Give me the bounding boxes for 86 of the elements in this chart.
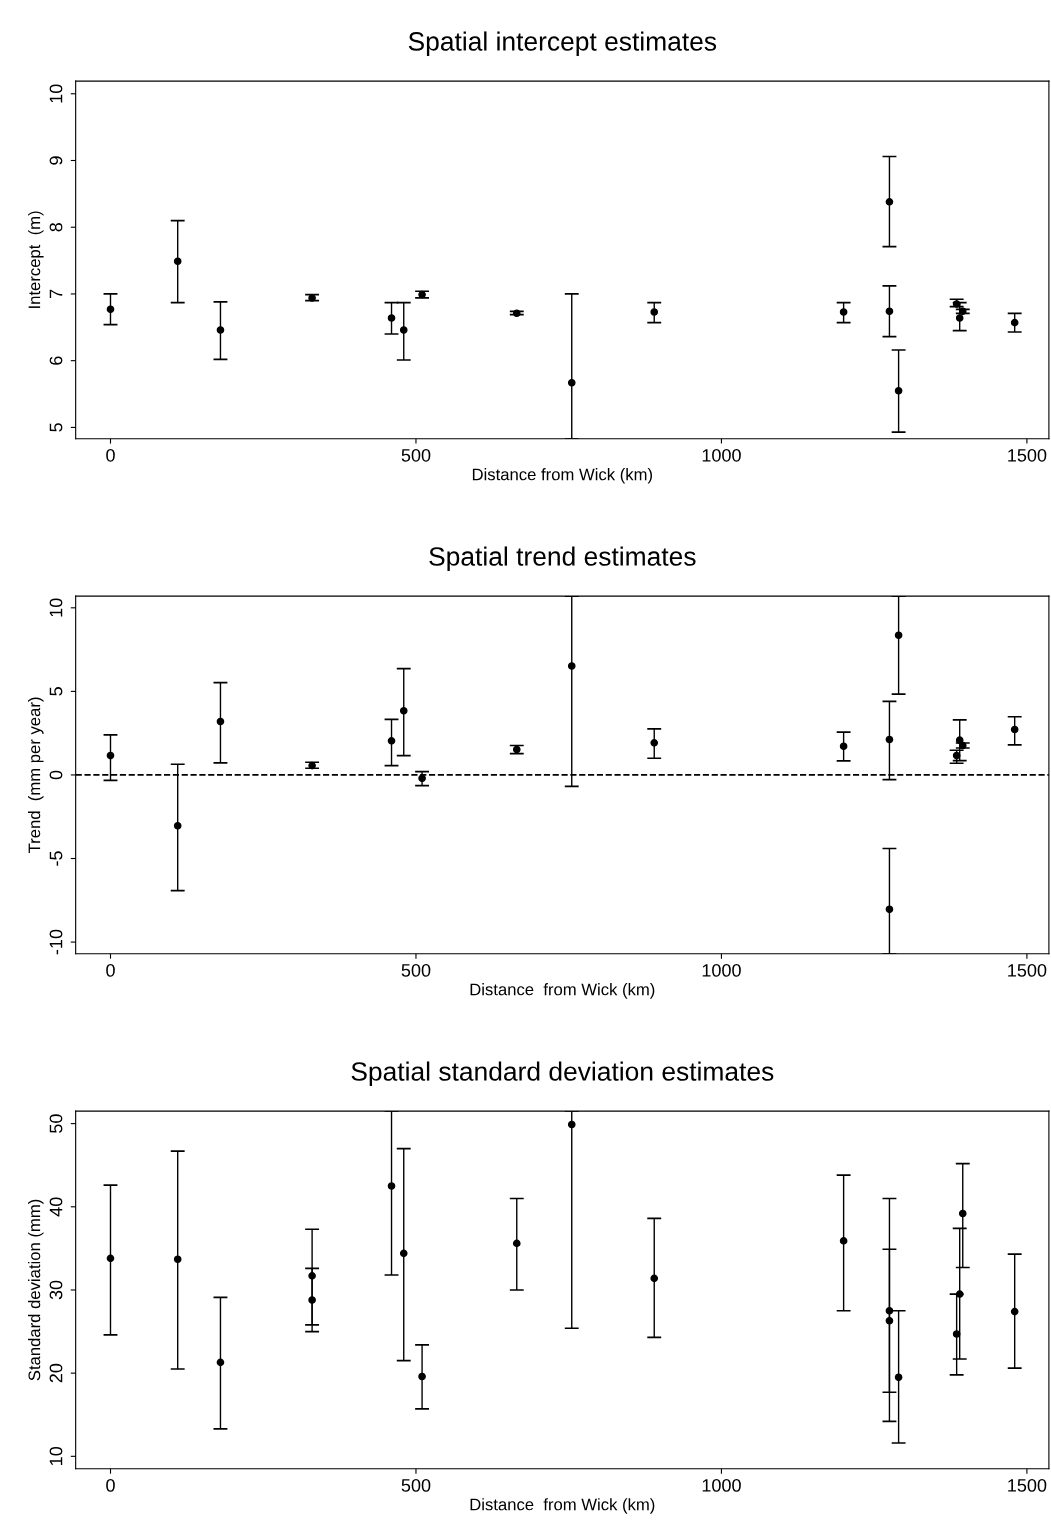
y-tick-label: 0 [49, 770, 63, 780]
y-tick-label: 5 [49, 687, 63, 696]
chart-title: Spatial standard deviation estimates [351, 1061, 774, 1087]
x-tick-label: 1500 [1008, 963, 1047, 977]
point [387, 737, 396, 745]
point [308, 1272, 316, 1280]
y-tick-label: 40 [49, 1197, 63, 1217]
point [839, 1237, 848, 1245]
point [216, 1358, 225, 1367]
chart-title: Spatial trend estimates [429, 546, 696, 572]
point [308, 1296, 316, 1304]
x-axis-title: Distance from Wick (km) [470, 1498, 655, 1514]
x-tick-label: 1000 [702, 448, 741, 462]
point [216, 326, 225, 334]
point [399, 706, 408, 715]
point [512, 1239, 521, 1248]
x-tick-label: 0 [106, 448, 115, 462]
x-tick-label: 1500 [1008, 1479, 1047, 1492]
chart-title: Spatial intercept estimates [408, 31, 717, 57]
x-axis-title: Distance from Wick (km) [470, 983, 655, 999]
y-tick-label: 9 [49, 156, 63, 165]
y-tick-label: 7 [49, 289, 63, 299]
point [650, 1274, 659, 1283]
x-tick-label: 1000 [702, 963, 741, 977]
x-tick-label: 500 [401, 1479, 431, 1492]
point [885, 307, 894, 316]
point [952, 1330, 961, 1338]
y-axis-title: Intercept (m) [28, 211, 44, 308]
y-tick-label: 20 [49, 1363, 63, 1383]
x-tick-label: 500 [401, 963, 431, 977]
point [885, 735, 894, 744]
y-tick-label: -10 [49, 929, 63, 955]
y-tick-label: 5 [49, 423, 63, 432]
point [839, 308, 848, 316]
point [894, 386, 903, 395]
y-tick-label: 10 [49, 84, 63, 103]
point [387, 1182, 396, 1190]
point [955, 314, 964, 322]
point [885, 1316, 894, 1325]
y-tick-label: 30 [49, 1280, 63, 1300]
point [885, 198, 894, 206]
point [894, 1373, 903, 1382]
point [1010, 318, 1019, 327]
point [885, 905, 894, 914]
y-tick-label: 10 [49, 1446, 63, 1465]
point [1010, 1307, 1019, 1316]
point [399, 1249, 408, 1258]
y-tick-label: 50 [49, 1114, 63, 1133]
point [512, 745, 521, 754]
y-tick-label: 8 [49, 222, 63, 232]
y-axis-title: Trend (mm per year) [28, 697, 44, 853]
point [387, 314, 396, 322]
x-tick-label: 1000 [702, 1479, 741, 1492]
point [106, 1254, 115, 1263]
point [958, 1209, 967, 1218]
point [173, 257, 182, 266]
point [955, 1290, 964, 1298]
point [955, 736, 964, 745]
x-tick-label: 0 [106, 963, 115, 977]
point [1010, 725, 1019, 734]
point [512, 309, 521, 318]
point [399, 326, 408, 334]
x-axis-title: Distance from Wick (km) [472, 468, 652, 484]
point [418, 1372, 426, 1381]
y-tick-label: -5 [49, 851, 63, 866]
point [173, 821, 182, 830]
y-tick-label: 6 [49, 356, 63, 365]
y-axis-title: Standard deviation (mm) [28, 1199, 44, 1381]
point [952, 751, 961, 760]
point [173, 1255, 182, 1264]
y-tick-label: 10 [49, 598, 63, 617]
x-tick-label: 0 [106, 1479, 115, 1492]
x-tick-label: 500 [401, 448, 431, 462]
point [885, 1306, 894, 1315]
point [106, 305, 115, 314]
point [418, 774, 426, 783]
point [650, 739, 659, 747]
point [216, 717, 225, 726]
point [894, 631, 903, 640]
point [839, 742, 848, 751]
point [567, 662, 576, 670]
x-tick-label: 1500 [1008, 448, 1047, 462]
point [567, 1120, 576, 1129]
point [106, 751, 115, 760]
point [567, 378, 576, 387]
point [650, 308, 659, 316]
